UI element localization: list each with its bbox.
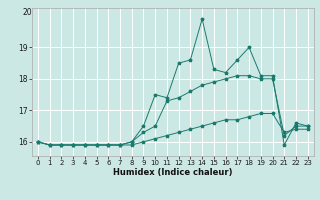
X-axis label: Humidex (Indice chaleur): Humidex (Indice chaleur)	[113, 168, 233, 177]
Text: 20: 20	[22, 8, 32, 17]
